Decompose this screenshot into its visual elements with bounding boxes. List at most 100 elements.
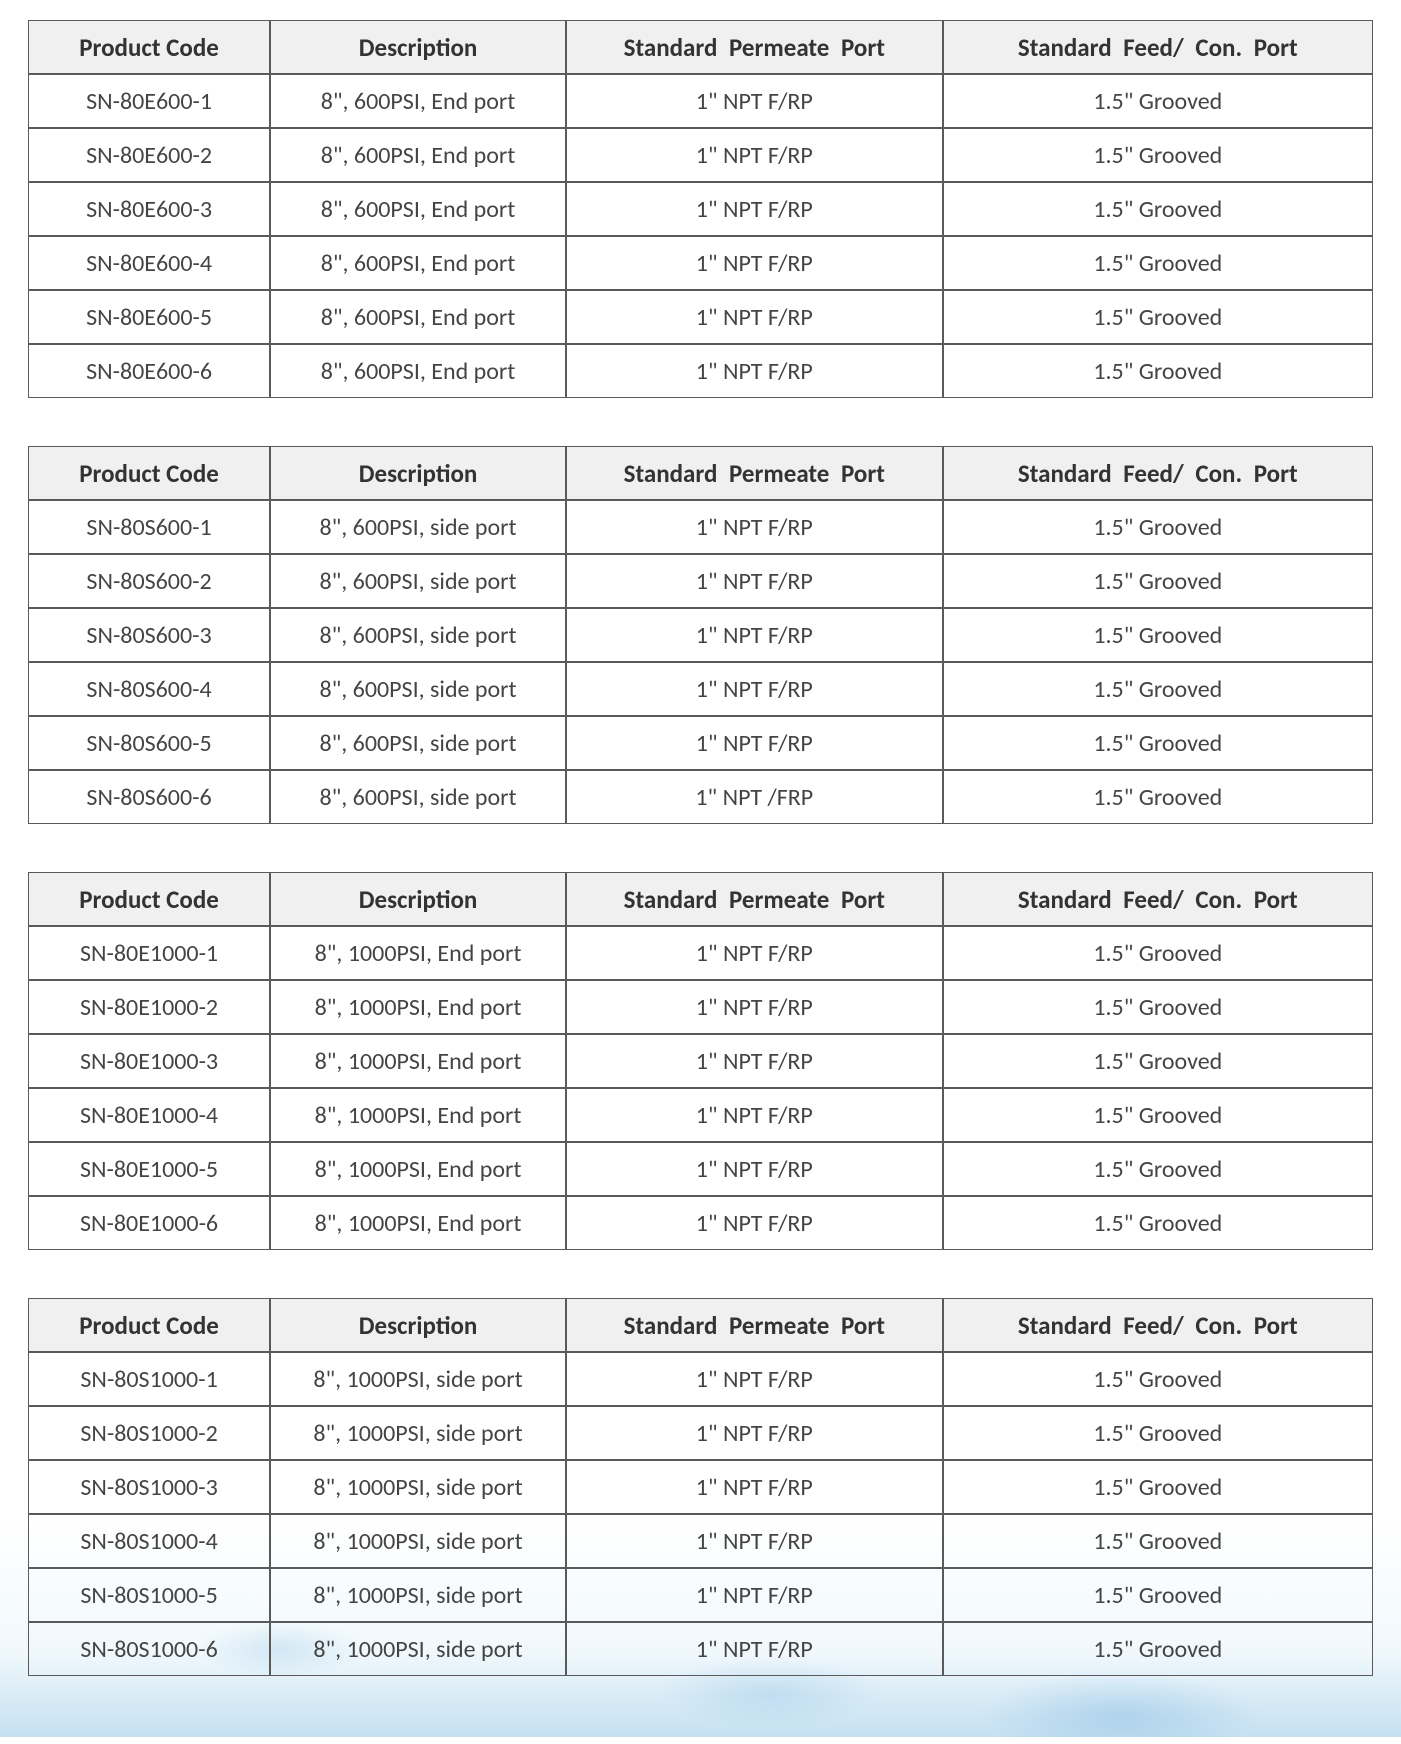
cell-permeate-port: 1" NPT F/RP — [566, 344, 943, 398]
cell-permeate-port: 1" NPT F/RP — [566, 1514, 943, 1568]
header-permeate-port: Standard Permeate Port — [566, 872, 943, 926]
cell-feed-port: 1.5" Grooved — [943, 608, 1373, 662]
cell-product-code: SN-80E600-2 — [28, 128, 270, 182]
product-table: Product CodeDescriptionStandard Permeate… — [28, 446, 1373, 824]
header-description: Description — [270, 446, 566, 500]
header-product-code: Product Code — [28, 20, 270, 74]
cell-product-code: SN-80S600-3 — [28, 608, 270, 662]
cell-feed-port: 1.5" Grooved — [943, 1142, 1373, 1196]
table-row: SN-80E600-18", 600PSI, End port1" NPT F/… — [28, 74, 1373, 128]
cell-product-code: SN-80S1000-3 — [28, 1460, 270, 1514]
table-row: SN-80E600-58", 600PSI, End port1" NPT F/… — [28, 290, 1373, 344]
header-product-code: Product Code — [28, 446, 270, 500]
table-row: SN-80S1000-28", 1000PSI, side port1" NPT… — [28, 1406, 1373, 1460]
cell-product-code: SN-80E600-4 — [28, 236, 270, 290]
product-table: Product CodeDescriptionStandard Permeate… — [28, 872, 1373, 1250]
cell-permeate-port: 1" NPT F/RP — [566, 500, 943, 554]
cell-description: 8", 600PSI, side port — [270, 770, 566, 824]
cell-feed-port: 1.5" Grooved — [943, 554, 1373, 608]
cell-feed-port: 1.5" Grooved — [943, 1568, 1373, 1622]
cell-feed-port: 1.5" Grooved — [943, 128, 1373, 182]
cell-description: 8", 1000PSI, side port — [270, 1352, 566, 1406]
table-row: SN-80E1000-68", 1000PSI, End port1" NPT … — [28, 1196, 1373, 1250]
cell-permeate-port: 1" NPT F/RP — [566, 182, 943, 236]
cell-description: 8", 600PSI, side port — [270, 608, 566, 662]
table-header-row: Product CodeDescriptionStandard Permeate… — [28, 20, 1373, 74]
cell-feed-port: 1.5" Grooved — [943, 1460, 1373, 1514]
cell-feed-port: 1.5" Grooved — [943, 344, 1373, 398]
cell-product-code: SN-80S600-2 — [28, 554, 270, 608]
header-feed-port: Standard Feed/ Con. Port — [943, 1298, 1373, 1352]
table-row: SN-80E1000-28", 1000PSI, End port1" NPT … — [28, 980, 1373, 1034]
cell-feed-port: 1.5" Grooved — [943, 1352, 1373, 1406]
header-product-code: Product Code — [28, 1298, 270, 1352]
cell-description: 8", 1000PSI, side port — [270, 1406, 566, 1460]
cell-product-code: SN-80E1000-2 — [28, 980, 270, 1034]
cell-permeate-port: 1" NPT F/RP — [566, 662, 943, 716]
cell-feed-port: 1.5" Grooved — [943, 1034, 1373, 1088]
cell-permeate-port: 1" NPT F/RP — [566, 1568, 943, 1622]
cell-description: 8", 600PSI, End port — [270, 290, 566, 344]
cell-product-code: SN-80E600-3 — [28, 182, 270, 236]
cell-product-code: SN-80E1000-3 — [28, 1034, 270, 1088]
product-table: Product CodeDescriptionStandard Permeate… — [28, 20, 1373, 398]
cell-feed-port: 1.5" Grooved — [943, 236, 1373, 290]
cell-permeate-port: 1" NPT F/RP — [566, 1406, 943, 1460]
cell-feed-port: 1.5" Grooved — [943, 662, 1373, 716]
cell-feed-port: 1.5" Grooved — [943, 1088, 1373, 1142]
cell-description: 8", 600PSI, side port — [270, 554, 566, 608]
cell-product-code: SN-80S1000-5 — [28, 1568, 270, 1622]
cell-description: 8", 1000PSI, side port — [270, 1568, 566, 1622]
cell-permeate-port: 1" NPT F/RP — [566, 1034, 943, 1088]
cell-description: 8", 1000PSI, side port — [270, 1514, 566, 1568]
cell-feed-port: 1.5" Grooved — [943, 716, 1373, 770]
table-row: SN-80E1000-48", 1000PSI, End port1" NPT … — [28, 1088, 1373, 1142]
cell-description: 8", 600PSI, side port — [270, 716, 566, 770]
cell-description: 8", 600PSI, End port — [270, 128, 566, 182]
cell-description: 8", 600PSI, End port — [270, 182, 566, 236]
cell-permeate-port: 1" NPT F/RP — [566, 1088, 943, 1142]
cell-permeate-port: 1" NPT F/RP — [566, 926, 943, 980]
header-description: Description — [270, 20, 566, 74]
cell-permeate-port: 1" NPT F/RP — [566, 1142, 943, 1196]
cell-permeate-port: 1" NPT F/RP — [566, 236, 943, 290]
table-header-row: Product CodeDescriptionStandard Permeate… — [28, 1298, 1373, 1352]
cell-feed-port: 1.5" Grooved — [943, 182, 1373, 236]
cell-feed-port: 1.5" Grooved — [943, 290, 1373, 344]
cell-description: 8", 600PSI, side port — [270, 662, 566, 716]
table-header-row: Product CodeDescriptionStandard Permeate… — [28, 872, 1373, 926]
table-row: SN-80S1000-48", 1000PSI, side port1" NPT… — [28, 1514, 1373, 1568]
table-row: SN-80S600-48", 600PSI, side port1" NPT F… — [28, 662, 1373, 716]
table-row: SN-80E1000-58", 1000PSI, End port1" NPT … — [28, 1142, 1373, 1196]
tables-container: Product CodeDescriptionStandard Permeate… — [28, 20, 1373, 1676]
cell-permeate-port: 1" NPT F/RP — [566, 608, 943, 662]
cell-description: 8", 600PSI, End port — [270, 74, 566, 128]
product-table: Product CodeDescriptionStandard Permeate… — [28, 1298, 1373, 1676]
cell-description: 8", 1000PSI, side port — [270, 1460, 566, 1514]
cell-feed-port: 1.5" Grooved — [943, 500, 1373, 554]
cell-feed-port: 1.5" Grooved — [943, 1406, 1373, 1460]
cell-description: 8", 1000PSI, End port — [270, 1196, 566, 1250]
cell-description: 8", 1000PSI, side port — [270, 1622, 566, 1676]
cell-product-code: SN-80E600-1 — [28, 74, 270, 128]
cell-permeate-port: 1" NPT F/RP — [566, 128, 943, 182]
cell-feed-port: 1.5" Grooved — [943, 74, 1373, 128]
cell-feed-port: 1.5" Grooved — [943, 770, 1373, 824]
cell-product-code: SN-80S1000-2 — [28, 1406, 270, 1460]
table-row: SN-80S1000-68", 1000PSI, side port1" NPT… — [28, 1622, 1373, 1676]
table-row: SN-80E1000-18", 1000PSI, End port1" NPT … — [28, 926, 1373, 980]
header-permeate-port: Standard Permeate Port — [566, 1298, 943, 1352]
table-row: SN-80S600-28", 600PSI, side port1" NPT F… — [28, 554, 1373, 608]
cell-product-code: SN-80E1000-6 — [28, 1196, 270, 1250]
cell-feed-port: 1.5" Grooved — [943, 1622, 1373, 1676]
cell-feed-port: 1.5" Grooved — [943, 1514, 1373, 1568]
cell-description: 8", 1000PSI, End port — [270, 1034, 566, 1088]
cell-product-code: SN-80E1000-4 — [28, 1088, 270, 1142]
cell-permeate-port: 1" NPT F/RP — [566, 290, 943, 344]
cell-description: 8", 1000PSI, End port — [270, 980, 566, 1034]
header-description: Description — [270, 1298, 566, 1352]
cell-permeate-port: 1" NPT F/RP — [566, 554, 943, 608]
table-row: SN-80E600-28", 600PSI, End port1" NPT F/… — [28, 128, 1373, 182]
cell-product-code: SN-80E600-5 — [28, 290, 270, 344]
cell-description: 8", 600PSI, side port — [270, 500, 566, 554]
